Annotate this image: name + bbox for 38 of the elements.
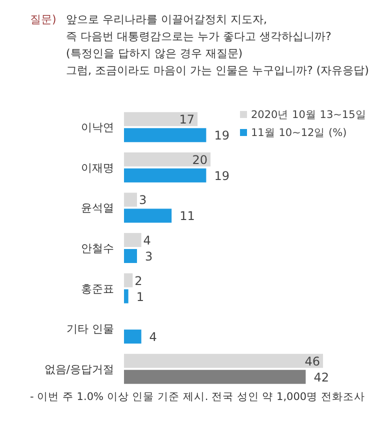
y-tick-label: 이재명 bbox=[81, 161, 114, 174]
bar bbox=[124, 249, 137, 263]
bar bbox=[124, 128, 206, 142]
chart-title: 질문) bbox=[30, 13, 56, 26]
y-tick-label: 홍준표 bbox=[81, 282, 114, 296]
legend-label: 11월 10~12일 (%) bbox=[251, 127, 347, 139]
data-label: 20 bbox=[192, 152, 208, 167]
bar bbox=[124, 289, 128, 304]
y-tick-label: 기타 인물 bbox=[66, 322, 114, 336]
bar bbox=[124, 208, 172, 223]
bar bbox=[124, 233, 142, 247]
data-label: 4 bbox=[143, 234, 151, 248]
bar bbox=[124, 273, 133, 288]
bar bbox=[124, 112, 198, 126]
bar bbox=[124, 168, 206, 182]
y-tick-label: 없음/응답거절 bbox=[44, 362, 114, 376]
data-label: 3 bbox=[138, 193, 147, 208]
data-label: 17 bbox=[179, 112, 195, 127]
data-label: 42 bbox=[314, 370, 329, 384]
data-label: 11 bbox=[180, 209, 195, 224]
data-label: 1 bbox=[136, 290, 144, 304]
bar bbox=[124, 370, 306, 384]
bar bbox=[124, 152, 211, 166]
chart-subtitle: 앞으로 우리나라를 이끌어갈정치 지도자, 즉 다음번 대통령감으로는 누가 좋다고 생각하십니까? (특정인을 답하지 않은 경우 재질문) 그럼, 조금이라도 마음이 가는 인물은 누구입니까? (자유응답) bbox=[66, 13, 369, 77]
data-label: 46 bbox=[304, 354, 320, 368]
text: - 이번 주 1.0% 이상 인물 기준 제시. 전국 성인 약 1,000명 전화조사 bbox=[30, 391, 365, 403]
bar bbox=[124, 354, 323, 368]
data-label: 4 bbox=[149, 330, 157, 344]
data-label: 19 bbox=[214, 168, 230, 183]
legend-label: 2020년 10월 13~15일 bbox=[251, 109, 366, 121]
data-label: 2 bbox=[134, 274, 142, 288]
y-tick-label: 이낙연 bbox=[81, 121, 114, 134]
y-tick-label: 안철수 bbox=[81, 242, 114, 255]
bar bbox=[124, 330, 142, 344]
y-tick-label: 윤석열 bbox=[81, 202, 114, 215]
data-label: 3 bbox=[144, 250, 153, 264]
bar bbox=[124, 192, 137, 207]
data-label: 19 bbox=[214, 128, 230, 143]
